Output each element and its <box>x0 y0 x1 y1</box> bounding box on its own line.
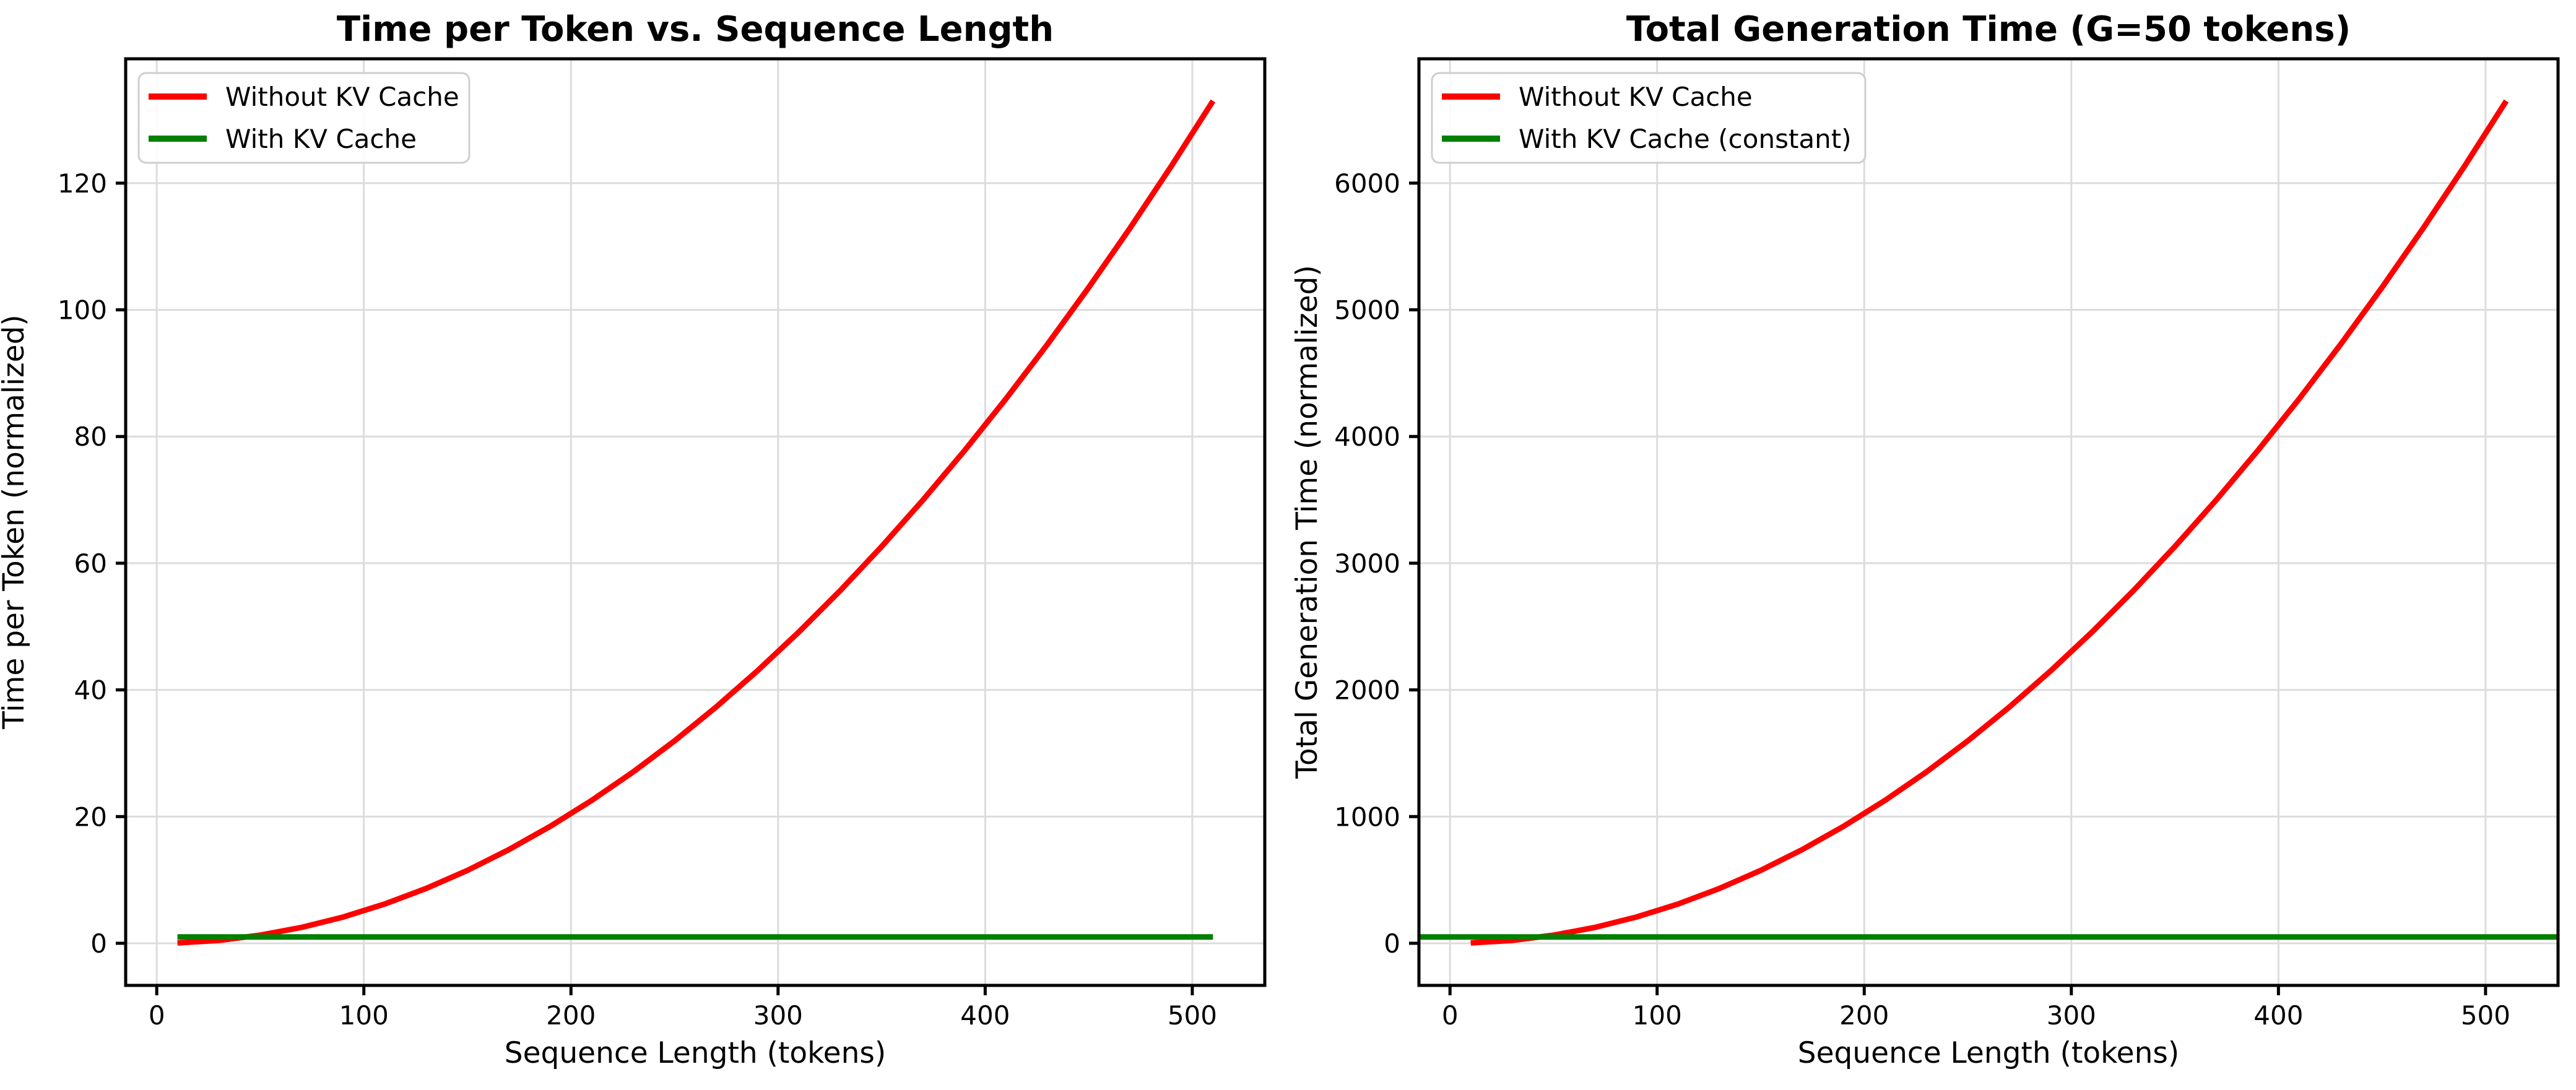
y-tick-label: 0 <box>90 928 107 959</box>
x-tick-label: 100 <box>339 1000 389 1031</box>
x-tick-label: 400 <box>960 1000 1010 1031</box>
legend-label: With KV Cache (constant) <box>1519 124 1852 154</box>
y-tick-label: 5000 <box>1334 295 1400 326</box>
chart-total-generation-time: 0 100 200 300 400 500010002000300040005000600… <box>1290 9 2560 1070</box>
x-tick-label: 200 <box>546 1000 596 1031</box>
x-axis-label: Sequence Length (tokens) <box>1798 1036 2179 1070</box>
x-tick-label: 100 <box>1633 1000 1682 1031</box>
y-tick-label: 80 <box>74 422 107 452</box>
y-tick-label: 20 <box>74 802 107 832</box>
y-axis-label: Total Generation Time (normalized) <box>1290 265 1324 779</box>
x-tick-label: 0 <box>149 1000 165 1031</box>
y-tick-label: 4000 <box>1334 422 1400 452</box>
legend: Without KV Cache With KV Cache (constant) <box>1431 72 1867 164</box>
chart-time-per-token: 0 100 200 300 400 500 0 20 40 60 80 100 120 Without K… <box>0 9 1267 1070</box>
x-tick-label: 500 <box>2461 1000 2510 1031</box>
y-tick-label: 6000 <box>1334 168 1400 199</box>
chart-title: Time per Token vs. Sequence Length <box>337 9 1054 50</box>
series-line-without-kv-cache <box>177 99 1216 946</box>
chart-title: Total Generation Time (G=50 tokens) <box>1626 9 2351 50</box>
x-tick-label: 0 <box>1442 1000 1459 1031</box>
x-tick-label: 200 <box>1839 1000 1889 1031</box>
y-tick-label: 40 <box>74 675 107 706</box>
y-tick-label: 1000 <box>1334 802 1400 832</box>
plot-area-frame <box>124 57 1267 987</box>
y-tick-label: 120 <box>58 168 107 199</box>
legend-label: Without KV Cache <box>1519 82 1753 112</box>
y-tick-label: 100 <box>58 295 107 326</box>
series-line-without-kv-cache <box>1470 99 2509 946</box>
x-tick-label: 500 <box>1168 1000 1217 1031</box>
plot-area-frame <box>1417 57 2560 987</box>
y-tick-label: 2000 <box>1334 675 1400 706</box>
x-tick-label: 400 <box>2253 1000 2303 1031</box>
y-tick-label: 3000 <box>1334 548 1400 579</box>
legend-label: With KV Cache <box>225 124 417 154</box>
legend-label: Without KV Cache <box>225 82 459 112</box>
y-tick-label: 60 <box>74 548 107 579</box>
x-tick-label: 300 <box>2047 1000 2096 1031</box>
legend-box <box>1431 72 1867 164</box>
y-tick-label: 0 <box>1384 928 1400 959</box>
y-axis-label: Time per Token (normalized) <box>0 314 31 729</box>
x-axis-label: Sequence Length (tokens) <box>505 1036 886 1070</box>
legend: Without KV Cache With KV Cache <box>137 72 471 164</box>
legend-box <box>137 72 471 164</box>
x-tick-label: 300 <box>753 1000 803 1031</box>
